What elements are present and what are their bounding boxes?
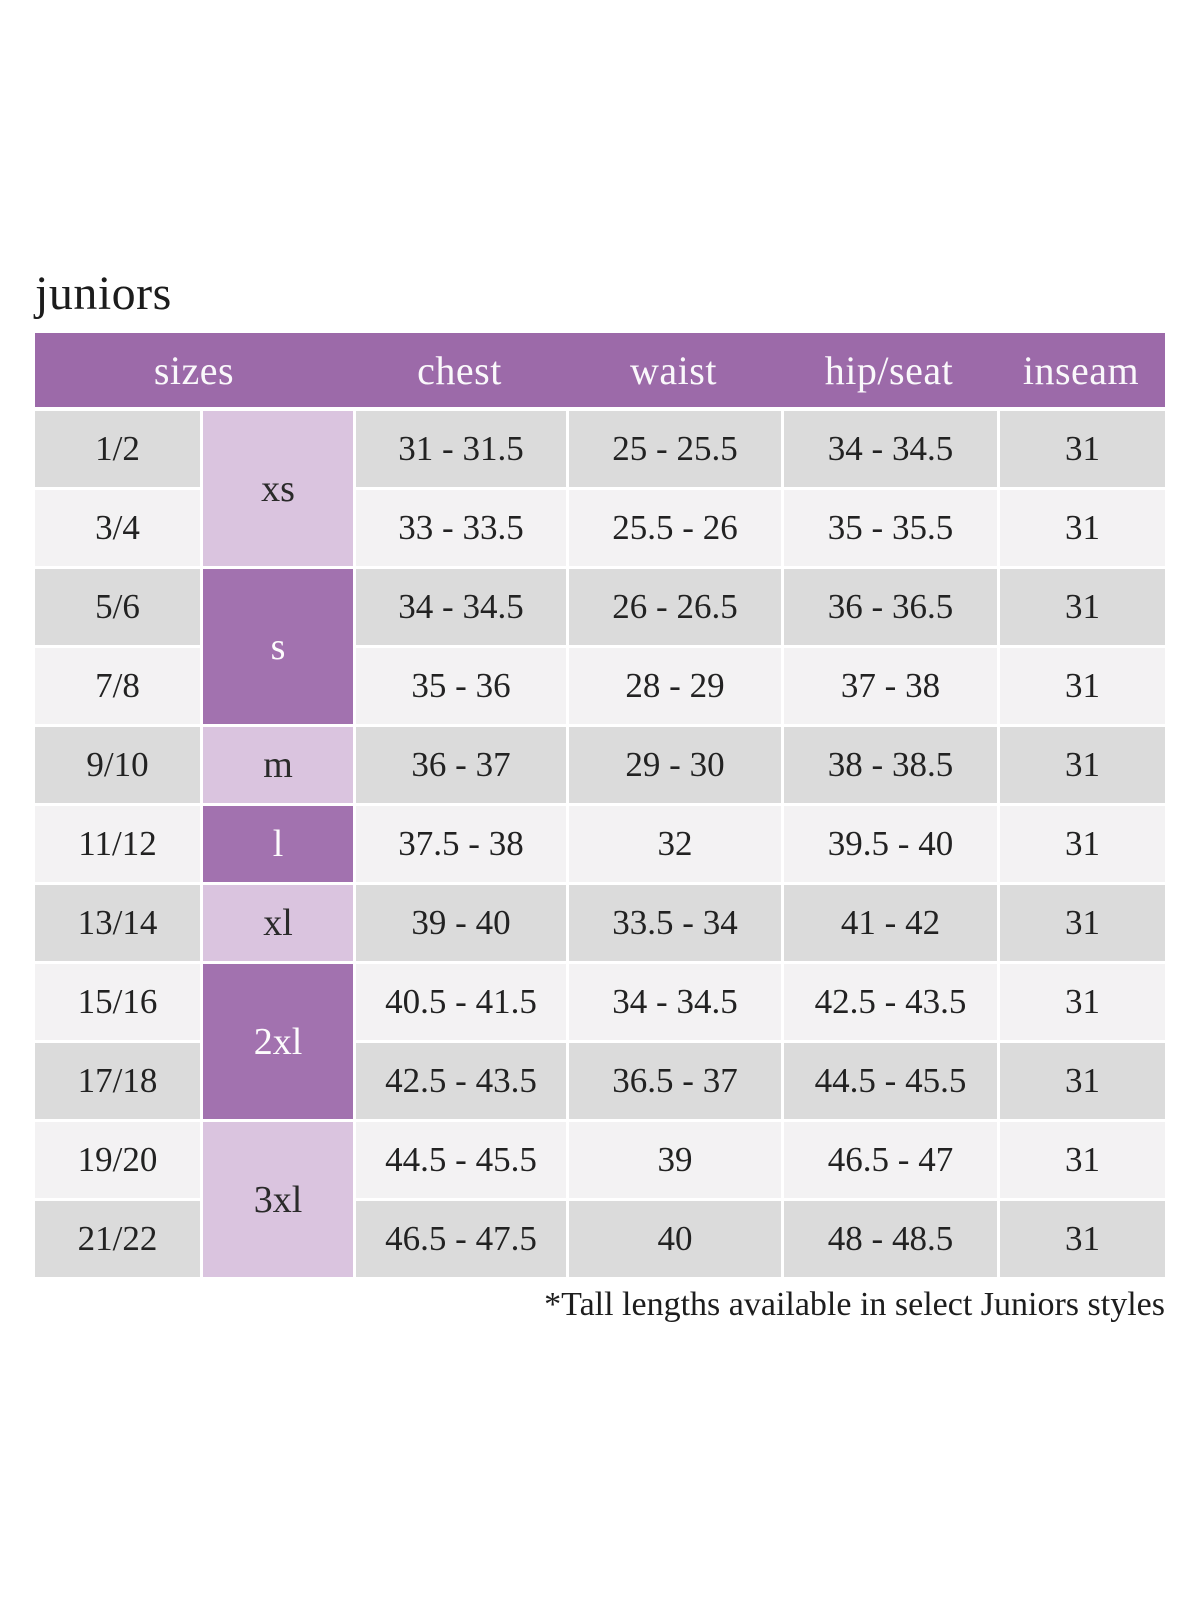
chest-cell: 40.5 - 41.5 <box>356 964 566 1040</box>
inseam-cell: 31 <box>1000 727 1165 803</box>
chest-cell: 35 - 36 <box>356 648 566 724</box>
size-range-cell: 13/14 <box>35 885 200 961</box>
waist-cell: 33.5 - 34 <box>569 885 781 961</box>
chest-cell: 46.5 - 47.5 <box>356 1201 566 1277</box>
column-header-chest: chest <box>417 347 502 393</box>
size-range-cell: 17/18 <box>35 1043 200 1119</box>
size-range-cell: 11/12 <box>35 806 200 882</box>
waist-cell: 32 <box>569 806 781 882</box>
column-header-hip-seat: hip/seat <box>824 347 954 393</box>
size-letter-cell: s <box>203 569 353 724</box>
size-range-cell: 1/2 <box>35 411 200 487</box>
inseam-cell: 31 <box>1000 806 1165 882</box>
inseam-cell: 31 <box>1000 490 1165 566</box>
inseam-cell: 31 <box>1000 1122 1165 1198</box>
hip-seat-cell: 35 - 35.5 <box>784 490 997 566</box>
waist-cell: 29 - 30 <box>569 727 781 803</box>
size-range-cell: 21/22 <box>35 1201 200 1277</box>
size-range-cell: 5/6 <box>35 569 200 645</box>
inseam-cell: 31 <box>1000 411 1165 487</box>
chest-cell: 44.5 - 45.5 <box>356 1122 566 1198</box>
waist-cell: 25 - 25.5 <box>569 411 781 487</box>
hip-seat-cell: 42.5 - 43.5 <box>784 964 997 1040</box>
inseam-cell: 31 <box>1000 1201 1165 1277</box>
size-letter-cell: xs <box>203 411 353 566</box>
size-letter-cell: 3xl <box>203 1122 353 1277</box>
waist-cell: 39 <box>569 1122 781 1198</box>
hip-seat-cell: 38 - 38.5 <box>784 727 997 803</box>
waist-cell: 36.5 - 37 <box>569 1043 781 1119</box>
hip-seat-cell: 34 - 34.5 <box>784 411 997 487</box>
hip-seat-cell: 46.5 - 47 <box>784 1122 997 1198</box>
size-letter-cell: 2xl <box>203 964 353 1119</box>
chest-cell: 34 - 34.5 <box>356 569 566 645</box>
chest-cell: 42.5 - 43.5 <box>356 1043 566 1119</box>
hip-seat-cell: 37 - 38 <box>784 648 997 724</box>
chest-cell: 39 - 40 <box>356 885 566 961</box>
size-range-cell: 3/4 <box>35 490 200 566</box>
inseam-cell: 31 <box>1000 648 1165 724</box>
column-header-sizes: sizes <box>153 347 235 393</box>
waist-cell: 40 <box>569 1201 781 1277</box>
column-header-waist: waist <box>630 347 717 393</box>
waist-cell: 28 - 29 <box>569 648 781 724</box>
waist-cell: 26 - 26.5 <box>569 569 781 645</box>
table-body: 1/2 31 - 31.5 25 - 25.5 34 - 34.5 31 3/4 33 - … <box>35 411 1165 1277</box>
size-letter-cell: l <box>203 806 353 882</box>
size-range-cell: 9/10 <box>35 727 200 803</box>
waist-cell: 34 - 34.5 <box>569 964 781 1040</box>
hip-seat-cell: 44.5 - 45.5 <box>784 1043 997 1119</box>
page-title: juniors <box>35 267 172 320</box>
footnote: *Tall lengths available in select Junior… <box>544 1286 1165 1323</box>
inseam-cell: 31 <box>1000 964 1165 1040</box>
size-range-cell: 15/16 <box>35 964 200 1040</box>
inseam-cell: 31 <box>1000 1043 1165 1119</box>
chest-cell: 36 - 37 <box>356 727 566 803</box>
hip-seat-cell: 36 - 36.5 <box>784 569 997 645</box>
size-letter-cell: xl <box>203 885 353 961</box>
size-range-cell: 19/20 <box>35 1122 200 1198</box>
inseam-cell: 31 <box>1000 569 1165 645</box>
hip-seat-cell: 41 - 42 <box>784 885 997 961</box>
column-header-inseam: inseam <box>1022 347 1140 393</box>
inseam-cell: 31 <box>1000 885 1165 961</box>
table-header-row: sizes chest waist hip/seat inseam <box>35 333 1165 407</box>
size-range-cell: 7/8 <box>35 648 200 724</box>
size-letter-cell: m <box>203 727 353 803</box>
chest-cell: 33 - 33.5 <box>356 490 566 566</box>
hip-seat-cell: 48 - 48.5 <box>784 1201 997 1277</box>
chest-cell: 31 - 31.5 <box>356 411 566 487</box>
chest-cell: 37.5 - 38 <box>356 806 566 882</box>
waist-cell: 25.5 - 26 <box>569 490 781 566</box>
hip-seat-cell: 39.5 - 40 <box>784 806 997 882</box>
